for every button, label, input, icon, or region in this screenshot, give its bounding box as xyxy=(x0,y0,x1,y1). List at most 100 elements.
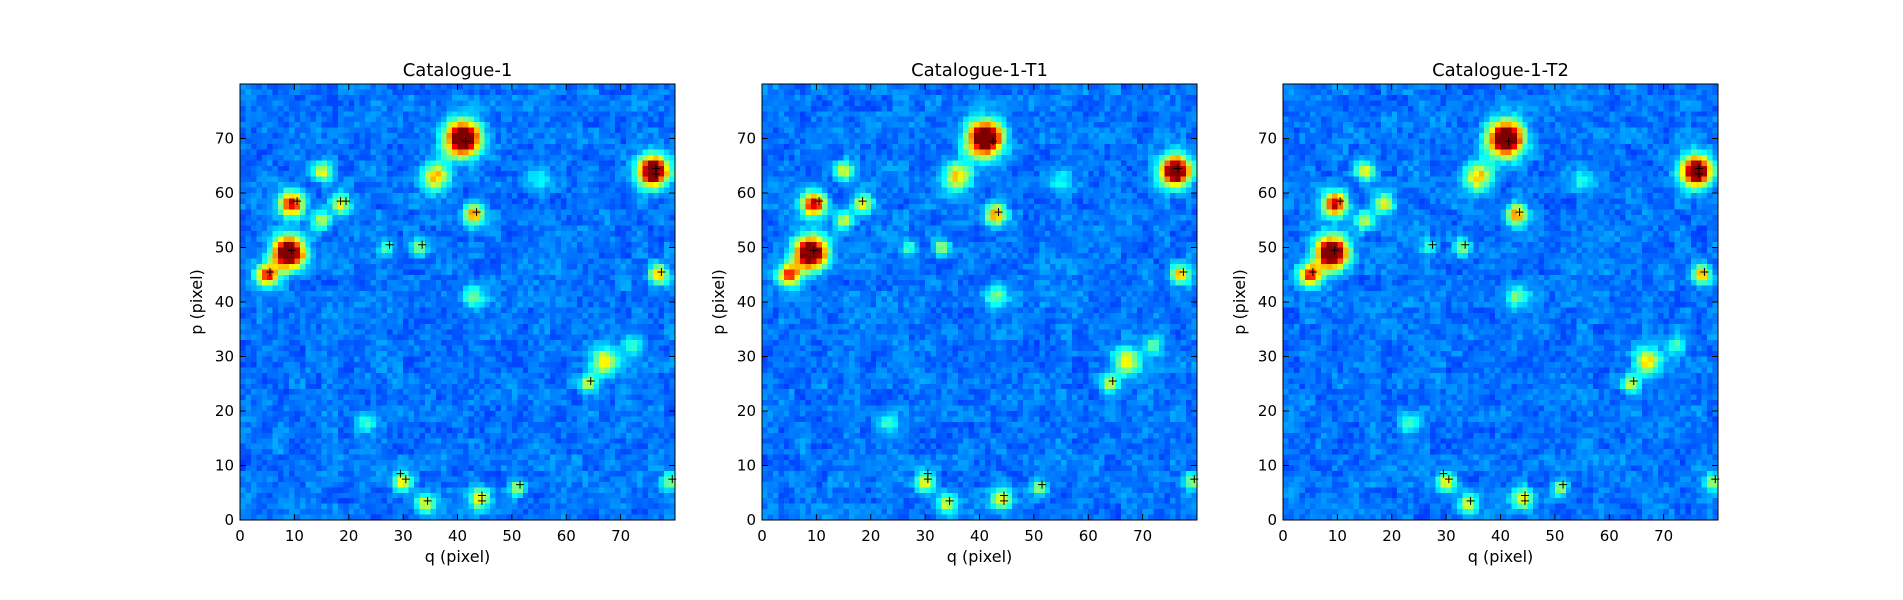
source-marker xyxy=(342,197,351,206)
x-tick-label: 10 xyxy=(285,527,304,545)
source-marker xyxy=(1336,197,1345,206)
y-tick-label: 30 xyxy=(215,348,234,366)
x-tick-label: 70 xyxy=(1133,527,1152,545)
subplot-2: 0 10 20 30 40 50 60 70 0 10 20 30 40 50 60 70 Catalogue-… xyxy=(709,60,1199,566)
x-axis-label: q (pixel) xyxy=(947,547,1013,566)
panel-title: Catalogue-1-T2 xyxy=(1432,60,1569,81)
y-tick-label: 0 xyxy=(224,511,234,529)
y-axis-label: p (pixel) xyxy=(187,269,206,335)
source-marker xyxy=(1444,475,1453,484)
x-tick-label: 30 xyxy=(394,527,413,545)
source-marker xyxy=(1504,137,1513,146)
source-marker xyxy=(586,377,595,386)
y-axis-label: p (pixel) xyxy=(709,269,728,335)
x-tick-label: 40 xyxy=(448,527,467,545)
y-tick-label: 70 xyxy=(1258,130,1277,148)
source-marker xyxy=(396,469,405,478)
source-marker xyxy=(1515,208,1524,217)
source-marker xyxy=(385,240,394,249)
panel-title: Catalogue-1-T1 xyxy=(911,60,1048,81)
source-marker xyxy=(657,268,666,277)
source-marker xyxy=(651,169,660,178)
x-tick-label: 10 xyxy=(807,527,826,545)
source-marker xyxy=(923,475,932,484)
x-tick-label: 10 xyxy=(1328,527,1347,545)
source-marker xyxy=(461,137,470,146)
source-marker xyxy=(815,197,824,206)
source-marker xyxy=(1466,496,1475,505)
x-tick-label: 30 xyxy=(916,527,935,545)
x-tick-label: 50 xyxy=(1024,527,1043,545)
subplot-1: 0 10 20 30 40 50 60 70 0 10 20 30 40 50 60 70 Catalogue-… xyxy=(187,60,677,566)
x-tick-label: 60 xyxy=(1079,527,1098,545)
x-tick-label: 0 xyxy=(235,527,245,545)
y-tick-label: 40 xyxy=(215,293,234,311)
x-tick-label: 40 xyxy=(970,527,989,545)
source-marker xyxy=(418,240,427,249)
y-tick-label: 10 xyxy=(215,457,234,475)
x-tick-label: 60 xyxy=(1600,527,1619,545)
y-tick-label: 70 xyxy=(737,130,756,148)
subplot-3: 0 10 20 30 40 50 60 70 0 10 20 30 40 50 60 70 Catalogue-… xyxy=(1230,60,1720,566)
y-tick-label: 60 xyxy=(1258,184,1277,202)
y-tick-label: 70 xyxy=(215,130,234,148)
y-tick-label: 50 xyxy=(737,239,756,257)
source-marker xyxy=(423,496,432,505)
x-tick-label: 20 xyxy=(1382,527,1401,545)
x-tick-label: 20 xyxy=(861,527,880,545)
source-marker xyxy=(1559,480,1568,489)
x-tick-label: 0 xyxy=(757,527,767,545)
source-marker xyxy=(265,268,274,277)
source-marker xyxy=(1179,268,1188,277)
heatmap-image xyxy=(1283,84,1718,520)
source-marker xyxy=(1629,377,1638,386)
y-tick-label: 10 xyxy=(737,457,756,475)
x-tick-label: 50 xyxy=(1545,527,1564,545)
y-tick-label: 0 xyxy=(1267,511,1277,529)
x-tick-label: 60 xyxy=(557,527,576,545)
source-marker xyxy=(1694,169,1703,178)
y-tick-label: 50 xyxy=(215,239,234,257)
source-marker xyxy=(1439,469,1448,478)
source-marker xyxy=(809,246,818,255)
y-tick-label: 10 xyxy=(1258,457,1277,475)
source-marker xyxy=(287,246,296,255)
y-axis-label: p (pixel) xyxy=(1230,269,1249,335)
y-tick-label: 40 xyxy=(1258,293,1277,311)
source-marker xyxy=(1330,246,1339,255)
source-marker xyxy=(516,480,525,489)
x-tick-label: 70 xyxy=(611,527,630,545)
source-marker xyxy=(999,496,1008,505)
x-axis-label: q (pixel) xyxy=(425,547,491,566)
x-tick-label: 70 xyxy=(1654,527,1673,545)
x-tick-label: 30 xyxy=(1437,527,1456,545)
y-tick-label: 60 xyxy=(215,184,234,202)
x-tick-label: 40 xyxy=(1491,527,1510,545)
panel-title: Catalogue-1 xyxy=(403,60,513,81)
source-marker xyxy=(1461,240,1470,249)
source-marker xyxy=(293,197,302,206)
y-tick-label: 30 xyxy=(737,348,756,366)
x-tick-label: 0 xyxy=(1278,527,1288,545)
source-marker xyxy=(1173,164,1182,173)
source-marker xyxy=(477,496,486,505)
y-tick-label: 20 xyxy=(215,402,234,420)
heatmap-image xyxy=(762,84,1197,520)
source-marker xyxy=(858,197,867,206)
source-marker xyxy=(472,208,481,217)
heatmap-image xyxy=(240,84,675,520)
source-marker xyxy=(401,475,410,484)
y-tick-label: 40 xyxy=(737,293,756,311)
source-marker xyxy=(989,137,998,146)
source-marker xyxy=(1038,480,1047,489)
source-marker xyxy=(994,208,1003,217)
source-marker xyxy=(945,496,954,505)
y-tick-label: 20 xyxy=(737,402,756,420)
source-marker xyxy=(1108,377,1117,386)
y-tick-label: 60 xyxy=(737,184,756,202)
y-tick-label: 20 xyxy=(1258,402,1277,420)
y-tick-label: 30 xyxy=(1258,348,1277,366)
source-marker xyxy=(1520,496,1529,505)
source-marker xyxy=(1428,240,1437,249)
